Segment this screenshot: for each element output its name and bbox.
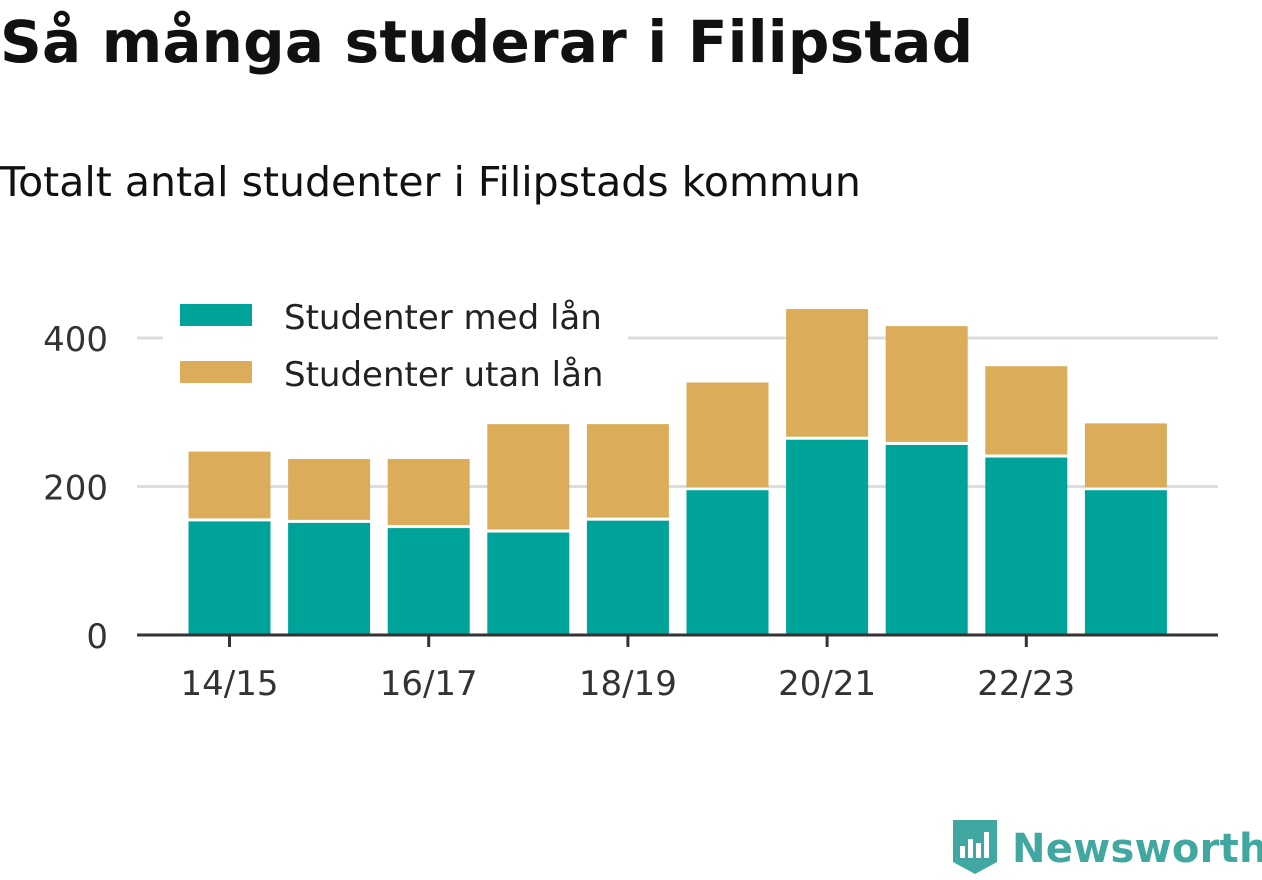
x-tick-label-14-15: 14/15: [181, 664, 279, 704]
bar-med-lan-21-22: [885, 444, 968, 635]
brand-name: Newsworthy: [1012, 826, 1262, 872]
bar-med-lan-15-16: [288, 522, 371, 635]
bar-utan-lan-21-22: [885, 326, 968, 442]
legend-label-med-lan: Studenter med lån: [284, 298, 602, 338]
bar-utan-lan-16-17: [387, 459, 470, 526]
legend-label-utan-lan: Studenter utan lån: [284, 355, 603, 395]
x-tick-label-20-21: 20/21: [778, 664, 876, 704]
x-tick-label-22-23: 22/23: [977, 664, 1075, 704]
bar-utan-lan-17-18: [487, 424, 570, 530]
legend-swatch-med-lan: [180, 304, 252, 326]
bars: [188, 309, 1167, 635]
bar-utan-lan-18-19: [586, 424, 669, 518]
newsworthy-logo-icon: [950, 818, 1000, 880]
x-tick-label-18-19: 18/19: [579, 664, 677, 704]
bar-utan-lan-20-21: [786, 309, 869, 437]
axes: 0 200 400 14/15 16/17 18/19 20/21 22/23: [43, 320, 1218, 704]
bar-utan-lan-15-16: [288, 459, 371, 520]
bar-med-lan-20-21: [786, 439, 869, 635]
legend-swatch-utan-lan: [180, 361, 252, 383]
bar-med-lan-22-23: [985, 457, 1068, 635]
bar-utan-lan-19-20: [686, 382, 769, 488]
x-tick-label-16-17: 16/17: [380, 664, 478, 704]
bar-med-lan-14-15: [188, 521, 271, 635]
bar-utan-lan-14-15: [188, 451, 271, 519]
bar-med-lan-19-20: [686, 490, 769, 635]
bar-utan-lan-23-24: [1084, 423, 1167, 488]
bar-med-lan-23-24: [1084, 490, 1167, 635]
y-tick-label-0: 0: [86, 617, 108, 657]
chart-subtitle: Totalt antal studenter i Filipstads komm…: [0, 158, 861, 206]
newsworthy-brand: Newsworthy: [950, 818, 1262, 880]
bar-med-lan-18-19: [586, 520, 669, 635]
bar-med-lan-17-18: [487, 532, 570, 635]
y-tick-label-200: 200: [43, 469, 108, 509]
legend: Studenter med lån Studenter utan lån: [163, 293, 628, 403]
y-tick-label-400: 400: [43, 320, 108, 360]
bar-utan-lan-22-23: [985, 366, 1068, 455]
chart-title: Så många studerar i Filipstad: [0, 8, 974, 76]
bar-med-lan-16-17: [387, 528, 470, 635]
